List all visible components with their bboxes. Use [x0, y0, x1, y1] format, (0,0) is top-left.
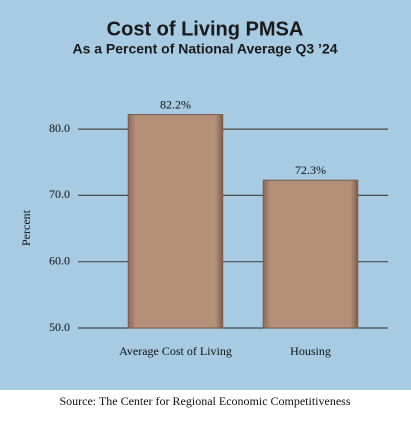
value-label: 82.2%: [160, 97, 191, 111]
y-tick-label: 70.0: [49, 187, 70, 201]
y-axis-label: Percent: [19, 209, 33, 246]
bar: [127, 114, 224, 329]
value-label: 72.3%: [295, 163, 326, 177]
y-tick-label: 80.0: [49, 121, 70, 135]
chart-title: Cost of Living PMSA: [107, 18, 304, 40]
x-tick-label: Housing: [290, 344, 331, 358]
bar: [262, 179, 359, 329]
y-tick-label: 50.0: [49, 320, 70, 334]
y-tick-label: 60.0: [49, 253, 70, 267]
source: Source: The Center for Regional Economic…: [59, 394, 350, 408]
chart-subtitle: As a Percent of National Average Q3 ’24: [72, 41, 337, 57]
x-tick-label: Average Cost of Living: [119, 344, 232, 358]
